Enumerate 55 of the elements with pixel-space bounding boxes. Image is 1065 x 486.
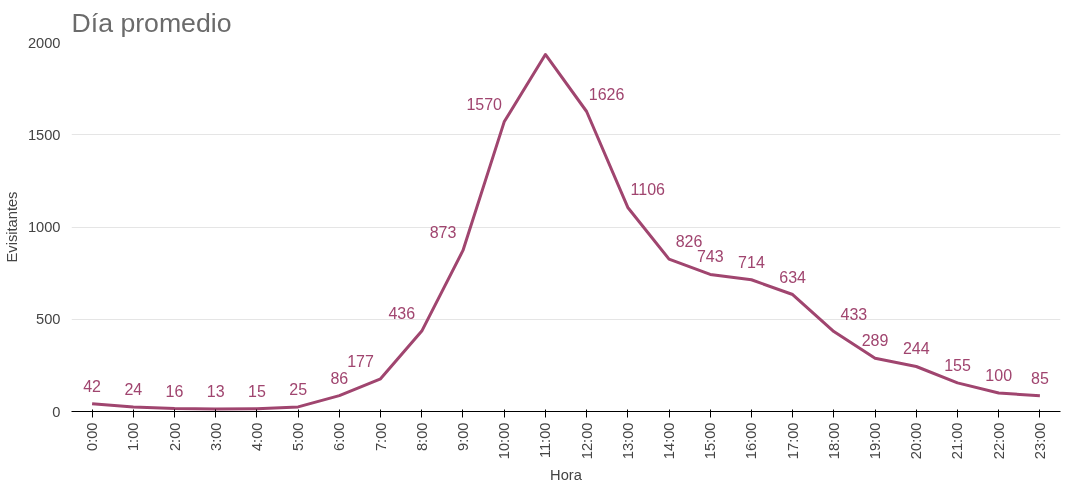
- x-tick-label: 18:00: [825, 422, 842, 460]
- data-label: 24: [124, 381, 143, 399]
- data-label: 85: [1031, 369, 1049, 387]
- x-tick-label: 14:00: [661, 422, 678, 460]
- x-tick-label: 2:00: [166, 422, 183, 452]
- data-label: 42: [83, 377, 102, 395]
- y-axis-title: Evisitantes: [3, 191, 20, 263]
- x-tick-label: 17:00: [784, 422, 801, 460]
- x-tick-label: 0:00: [84, 422, 101, 452]
- data-label: 155: [944, 356, 971, 374]
- data-label: 714: [738, 253, 765, 271]
- x-tick-label: 4:00: [248, 422, 265, 452]
- data-label: 13: [206, 383, 225, 401]
- x-tick-label: 1:00: [125, 422, 142, 452]
- data-label: 15: [248, 382, 266, 400]
- y-tick-label: 2000: [27, 34, 61, 51]
- x-tick-label: 23:00: [1031, 422, 1048, 460]
- x-tick-label: 20:00: [908, 422, 925, 460]
- data-label: 1570: [466, 95, 503, 113]
- x-tick-label: 6:00: [331, 422, 348, 452]
- x-tick-label: 15:00: [702, 422, 719, 460]
- x-tick-label: 7:00: [372, 422, 389, 452]
- y-tick-label: 500: [36, 311, 61, 328]
- data-label: 634: [779, 268, 807, 286]
- x-tick-label: 22:00: [990, 422, 1007, 460]
- x-tick-label: 11:00: [537, 422, 554, 459]
- data-label: 25: [289, 380, 308, 398]
- data-label: 873: [429, 224, 457, 242]
- x-tick-label: 16:00: [743, 422, 760, 460]
- x-tick-label: 21:00: [949, 422, 966, 460]
- x-tick-label: 10:00: [496, 422, 513, 460]
- y-tick-label: 1500: [27, 126, 61, 143]
- y-tick-label: 0: [52, 403, 61, 420]
- data-label: 743: [696, 248, 724, 266]
- data-label: 86: [330, 369, 349, 387]
- data-label: 289: [861, 332, 889, 350]
- x-tick-label: 12:00: [578, 422, 595, 460]
- x-tick-label: 3:00: [207, 422, 224, 452]
- x-tick-label: 5:00: [290, 422, 307, 452]
- data-label: 16: [165, 382, 184, 400]
- data-label: 1106: [630, 181, 666, 199]
- x-tick-label: 8:00: [413, 422, 430, 452]
- x-tick-label: 9:00: [454, 422, 471, 452]
- data-label: 433: [840, 305, 868, 323]
- data-label: 100: [985, 367, 1013, 385]
- data-label: 1626: [588, 85, 625, 103]
- data-label: 244: [902, 340, 930, 358]
- chart-title: Día promedio: [71, 7, 232, 38]
- data-label: 177: [347, 352, 375, 370]
- x-tick-label: 13:00: [619, 422, 636, 460]
- x-axis-title: Hora: [550, 467, 583, 484]
- y-tick-label: 1000: [27, 219, 61, 235]
- data-label: 826: [675, 233, 703, 251]
- data-label: 436: [388, 305, 416, 323]
- x-tick-label: 19:00: [867, 422, 884, 460]
